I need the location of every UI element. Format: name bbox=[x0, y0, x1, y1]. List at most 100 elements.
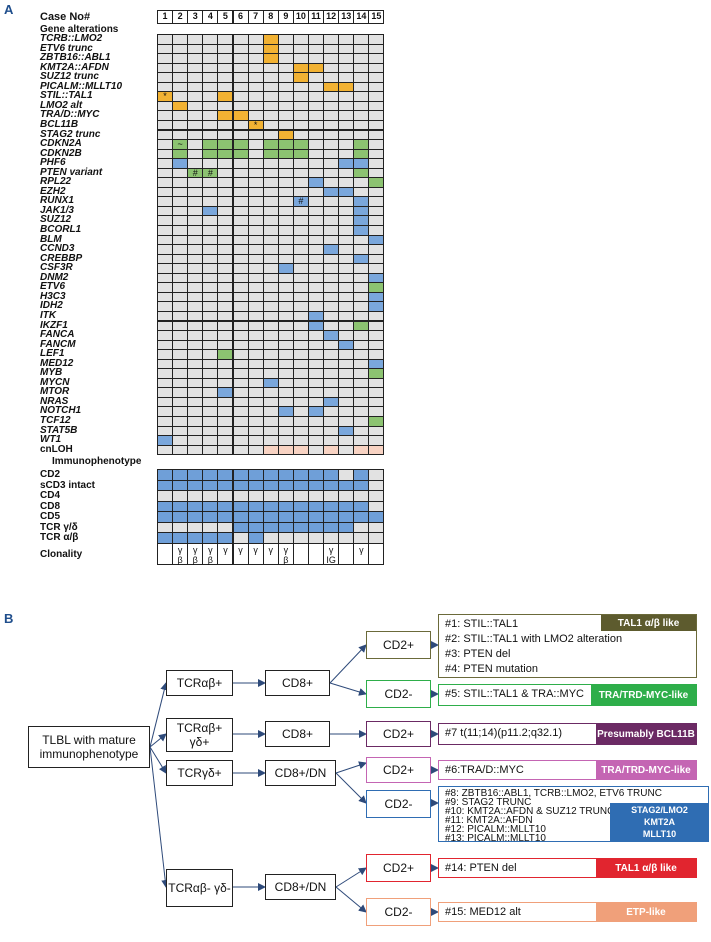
immuno-label: CD5 bbox=[40, 511, 61, 523]
cd2pos-node-2: CD2+ bbox=[366, 721, 431, 747]
gene-label: ZBTB16::ABL1 bbox=[40, 52, 111, 64]
gene-label: CDKN2B bbox=[40, 147, 82, 159]
tcr-abgd-node: TCRαβ+ γδ+ bbox=[166, 718, 233, 752]
gene-label: PHF6 bbox=[40, 157, 66, 169]
panel-a-label: A bbox=[4, 2, 14, 17]
clonality-cell bbox=[368, 542, 385, 565]
gene-label: CCND3 bbox=[40, 243, 75, 255]
result-line: #5: STIL::TAL1 & TRA::MYC bbox=[445, 688, 584, 700]
root-node: TLBL with mature immunophenotype bbox=[28, 726, 150, 768]
result-line: #1: STIL::TAL1 bbox=[445, 618, 519, 630]
gene-label: JAK1/3 bbox=[40, 204, 74, 216]
gene-label: DNM2 bbox=[40, 271, 69, 283]
case-number: 15 bbox=[368, 10, 385, 24]
gene-label: ETV6 trunc bbox=[40, 42, 93, 54]
result-line: #14: PTEN del bbox=[445, 862, 517, 874]
gene-label: NOTCH1 bbox=[40, 405, 82, 417]
result-line: #8: ZBTB16::ABL1, TCRB::LMO2, ETV6 TRUNC bbox=[445, 788, 662, 799]
gene-label: IKZF1 bbox=[40, 319, 68, 331]
tag-stag2-lmo2-kmt2a-mllt10: STAG2/LMO2 KMT2A MLLT10 bbox=[610, 803, 709, 841]
result-box-5: #8: ZBTB16::ABL1, TCRB::LMO2, ETV6 TRUNC… bbox=[438, 786, 709, 842]
gene-label: STIL::TAL1 bbox=[40, 90, 93, 102]
gene-label: TCF12 bbox=[40, 415, 71, 426]
gene-label: CREBBP bbox=[40, 252, 83, 264]
result-line: #13: PICALM::MLLT10 bbox=[445, 833, 546, 842]
gene-label: STAT5B bbox=[40, 424, 78, 436]
result-line: #10: KMT2A::AFDN & SUZ12 TRUNC bbox=[445, 806, 615, 817]
alteration-cell bbox=[368, 444, 385, 456]
cd2pos-node-1: CD2+ bbox=[366, 631, 431, 659]
tcr-gd-node: TCRγδ+ bbox=[166, 760, 233, 786]
result-line: #9: STAG2 TRUNC bbox=[445, 797, 532, 808]
gene-label: NRAS bbox=[40, 395, 69, 407]
cd2pos-node-4: CD2+ bbox=[366, 854, 431, 882]
gene-label: cnLOH bbox=[40, 443, 73, 455]
gene-label: SUZ12 bbox=[40, 214, 72, 226]
clonality-cell: γ β bbox=[277, 542, 294, 565]
gene-label: TCRB::LMO2 bbox=[40, 33, 103, 44]
gene-label: MYCN bbox=[40, 376, 70, 388]
tag-tra-myc-like-2: TRA/TRD-MYC-like bbox=[596, 761, 696, 779]
gene-label: BLM bbox=[40, 233, 62, 245]
panel-b-label: B bbox=[4, 611, 14, 626]
cd8dn-node-2: CD8+/DN bbox=[265, 874, 336, 900]
result-line: #7 t(11;14)(p11.2;q32.1) bbox=[445, 727, 563, 739]
gene-label: SUZ12 trunc bbox=[40, 71, 99, 83]
cd2neg-node-2: CD2- bbox=[366, 790, 431, 818]
gene-label: RUNX1 bbox=[40, 195, 74, 207]
result-line: #15: MED12 alt bbox=[445, 906, 521, 918]
cd2neg-node-1: CD2- bbox=[366, 680, 431, 708]
gene-label: PICALM::MLLT10 bbox=[40, 80, 123, 92]
result-line: #2: STIL::TAL1 with LMO2 alteration bbox=[445, 633, 623, 645]
tag-bcl11b: Presumably BCL11B bbox=[596, 724, 696, 744]
tcr-neg-node: TCRαβ- γδ- bbox=[166, 869, 233, 907]
cd8dn-node-1: CD8+/DN bbox=[265, 760, 336, 786]
result-line: #12: PICALM::MLLT10 bbox=[445, 824, 546, 835]
gene-section-title: Gene alterations bbox=[40, 24, 119, 35]
cd8-node-1: CD8+ bbox=[265, 670, 330, 696]
gene-label: BCL11B bbox=[40, 118, 79, 130]
gene-label: ITK bbox=[40, 309, 57, 321]
gene-label: FANCA bbox=[40, 329, 75, 341]
tag-etp-like: ETP-like bbox=[596, 903, 696, 921]
immuno-label: TCR γ/δ bbox=[40, 521, 78, 533]
tag-tal1-ab-like-2: TAL1 α/β like bbox=[596, 859, 696, 877]
cd2pos-node-3: CD2+ bbox=[366, 757, 431, 783]
result-line: #11: KMT2A::AFDN bbox=[445, 815, 533, 826]
case-number: 6 bbox=[232, 10, 249, 24]
result-line: #4: PTEN mutation bbox=[445, 663, 538, 675]
gene-label: MTOR bbox=[40, 386, 70, 398]
clonality-cell: γ bbox=[353, 542, 370, 565]
gene-label: CSF3R bbox=[40, 262, 73, 274]
immuno-section-title: Immunophenotype bbox=[52, 456, 142, 468]
immuno-label: TCR α/β bbox=[40, 532, 79, 544]
gene-label: MYB bbox=[40, 367, 63, 379]
gene-label: LEF1 bbox=[40, 348, 65, 360]
clonality-label: Clonality bbox=[40, 548, 83, 560]
gene-label: LMO2 alt bbox=[40, 99, 83, 111]
gene-label: EZH2 bbox=[40, 185, 66, 197]
result-line: #3: PTEN del bbox=[445, 648, 511, 660]
gene-label: BCORL1 bbox=[40, 224, 82, 235]
gene-label: CDKN2A bbox=[40, 138, 82, 150]
gene-label: WT1 bbox=[40, 434, 62, 446]
gene-label: STAG2 trunc bbox=[40, 128, 101, 140]
gene-label: H3C3 bbox=[40, 290, 66, 302]
gene-label: KMT2A::AFDN bbox=[40, 61, 109, 73]
gene-label: TRA/D::MYC bbox=[40, 109, 100, 121]
gene-label: ETV6 bbox=[40, 281, 66, 293]
immuno-label: CD2 bbox=[40, 469, 61, 481]
tag-tra-myc-like-1: TRA/TRD-MYC-like bbox=[591, 685, 696, 705]
case-number: 9 bbox=[277, 10, 294, 24]
tcr-ab-node: TCRαβ+ bbox=[166, 670, 233, 696]
immuno-label: CD8 bbox=[40, 500, 61, 512]
gene-label: IDH2 bbox=[40, 300, 63, 312]
case-header: Case No# bbox=[40, 11, 91, 23]
gene-label: PTEN variant bbox=[40, 166, 103, 178]
immuno-label: sCD3 intact bbox=[40, 479, 96, 491]
tag-tal1-ab-like-1: TAL1 α/β like bbox=[601, 615, 696, 631]
immuno-label: CD4 bbox=[40, 490, 61, 502]
cd8-node-2: CD8+ bbox=[265, 721, 330, 747]
result-line: #6:TRA/D::MYC bbox=[445, 764, 524, 776]
